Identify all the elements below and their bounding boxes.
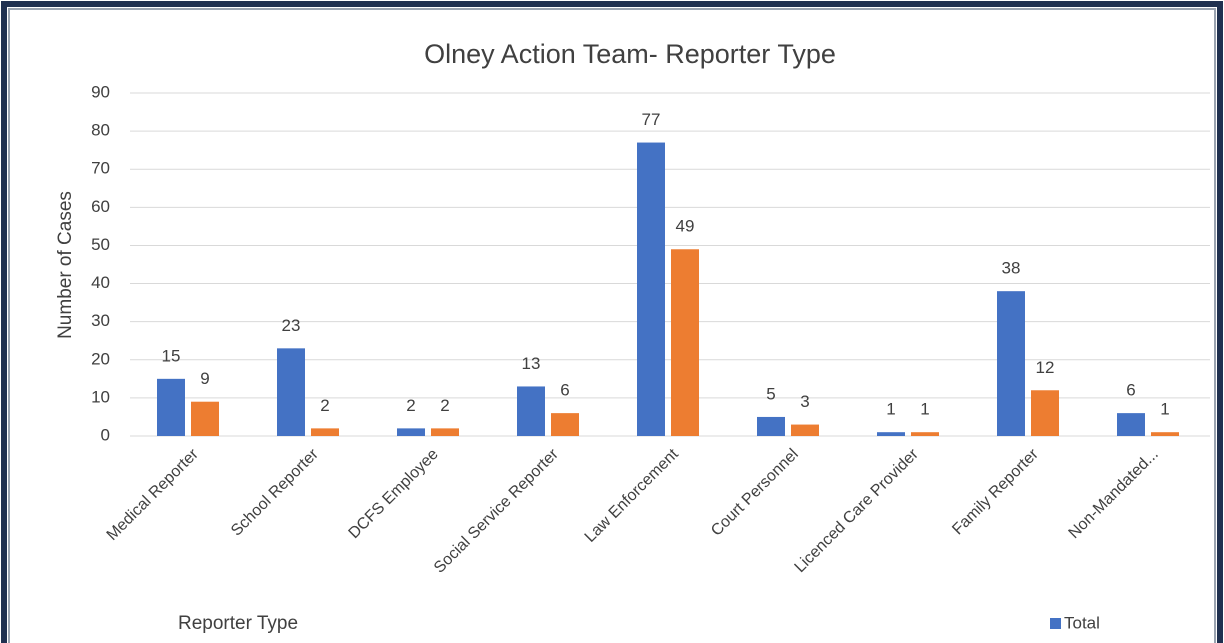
y-tick-label: 10 <box>91 387 110 406</box>
bar <box>431 428 459 436</box>
chart-title: Olney Action Team- Reporter Type <box>424 39 836 69</box>
bar <box>277 348 305 436</box>
data-label: 23 <box>282 316 301 335</box>
y-tick-label: 40 <box>91 273 110 292</box>
y-tick-label: 30 <box>91 311 110 330</box>
data-label: 9 <box>200 369 209 388</box>
y-axis-title: Number of Cases <box>55 191 76 339</box>
bar <box>877 432 905 436</box>
data-label: 2 <box>406 396 415 415</box>
bar <box>637 142 665 437</box>
bar <box>191 401 219 436</box>
data-label: 1 <box>886 400 895 419</box>
data-label: 3 <box>800 392 809 411</box>
data-label: 77 <box>642 110 661 129</box>
data-label: 15 <box>162 346 181 365</box>
data-label: 6 <box>560 381 569 400</box>
legend-swatch <box>1050 618 1061 629</box>
data-label: 13 <box>522 354 541 373</box>
y-tick-label: 90 <box>91 82 110 101</box>
bar <box>791 424 819 436</box>
bar <box>311 428 339 436</box>
bar <box>397 428 425 436</box>
data-label: 1 <box>1160 400 1169 419</box>
bar <box>757 416 785 436</box>
data-label: 5 <box>766 384 775 403</box>
bar <box>671 249 699 436</box>
data-label: 1 <box>920 400 929 419</box>
bar <box>1151 432 1179 436</box>
bar <box>1031 390 1059 436</box>
bar <box>997 291 1025 436</box>
bar <box>517 386 545 436</box>
data-label: 12 <box>1036 358 1055 377</box>
y-tick-label: 70 <box>91 159 110 178</box>
legend-label: Total <box>1064 613 1100 632</box>
bar <box>911 432 939 436</box>
x-axis-title: Reporter Type <box>178 613 298 634</box>
data-label: 2 <box>320 396 329 415</box>
data-label: 38 <box>1002 259 1021 278</box>
data-label: 2 <box>440 396 449 415</box>
bar <box>551 413 579 436</box>
frame-inner <box>8 8 1216 643</box>
bar <box>157 378 185 436</box>
y-tick-label: 80 <box>91 121 110 140</box>
y-tick-label: 50 <box>91 235 110 254</box>
y-tick-label: 60 <box>91 197 110 216</box>
data-label: 49 <box>676 217 695 236</box>
bar <box>1117 413 1145 436</box>
data-label: 6 <box>1126 381 1135 400</box>
y-tick-label: 20 <box>91 349 110 368</box>
y-tick-label: 0 <box>101 425 110 444</box>
